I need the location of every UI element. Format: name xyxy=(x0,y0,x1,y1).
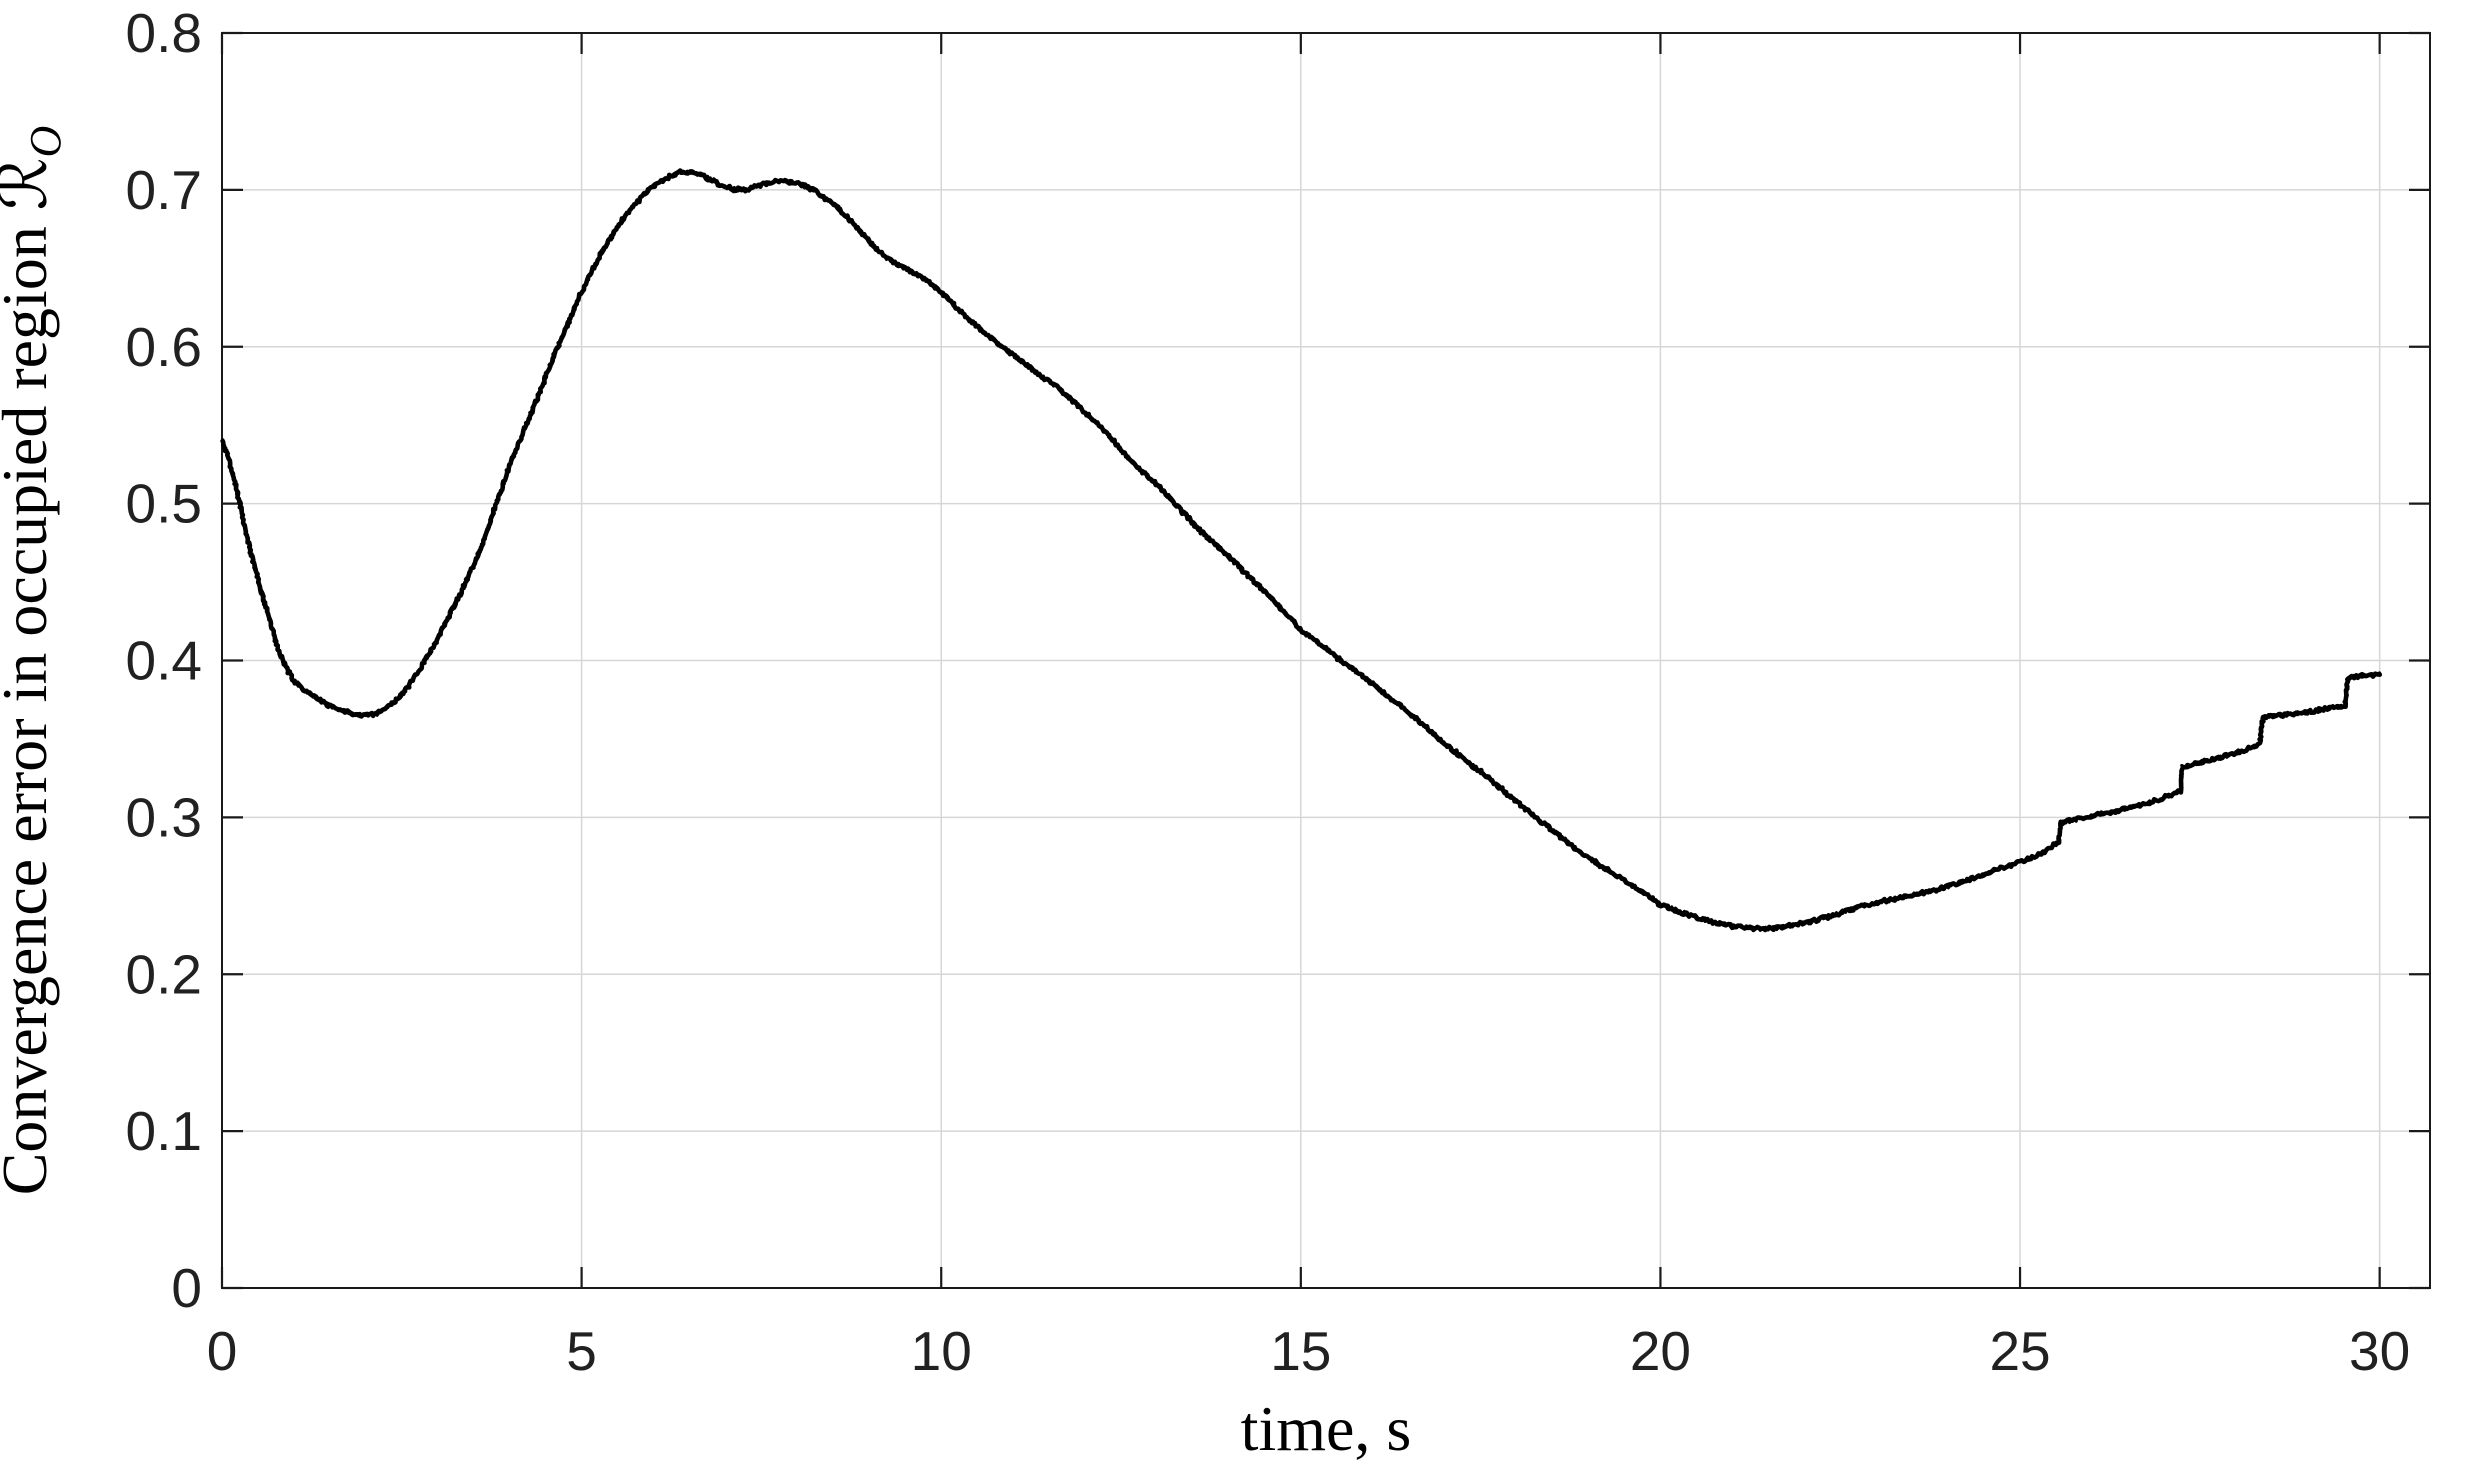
x-tick-label: 0 xyxy=(207,1320,238,1382)
y-tick-label: 0 xyxy=(171,1257,202,1319)
y-tick-label: 0.8 xyxy=(126,2,202,64)
x-tick-label: 20 xyxy=(1630,1320,1691,1382)
y-axis-label: Convergence error in occupied region ℛO xyxy=(0,126,70,1196)
convergence-error-curve xyxy=(221,169,2382,932)
x-tick-label: 10 xyxy=(911,1320,972,1382)
y-tick-label: 0.1 xyxy=(126,1100,202,1162)
label-layer: time, s Convergence error in occupied re… xyxy=(0,2,2410,1464)
data-curve xyxy=(220,168,2383,933)
plot-area-border xyxy=(221,32,2431,1289)
y-axis-label-text: Convergence error in occupied region xyxy=(0,226,60,1195)
x-tick-label: 25 xyxy=(1989,1320,2050,1382)
y-tick-label: 0.5 xyxy=(126,473,202,535)
grid-layer xyxy=(222,33,2430,1288)
x-tick-label: 15 xyxy=(1270,1320,1331,1382)
y-tick-label: 0.3 xyxy=(126,786,202,848)
x-tick-label: 30 xyxy=(2349,1320,2410,1382)
y-tick-label: 0.4 xyxy=(126,630,202,692)
x-axis-label: time, s xyxy=(1241,1393,1412,1464)
y-tick-label: 0.6 xyxy=(126,316,202,378)
y-tick-label: 0.7 xyxy=(126,159,202,221)
y-axis-label-subscript: O xyxy=(21,126,70,158)
x-tick-label: 5 xyxy=(566,1320,597,1382)
y-axis-label-symbol: ℛ xyxy=(0,158,62,211)
y-tick-label: 0.2 xyxy=(126,943,202,1005)
